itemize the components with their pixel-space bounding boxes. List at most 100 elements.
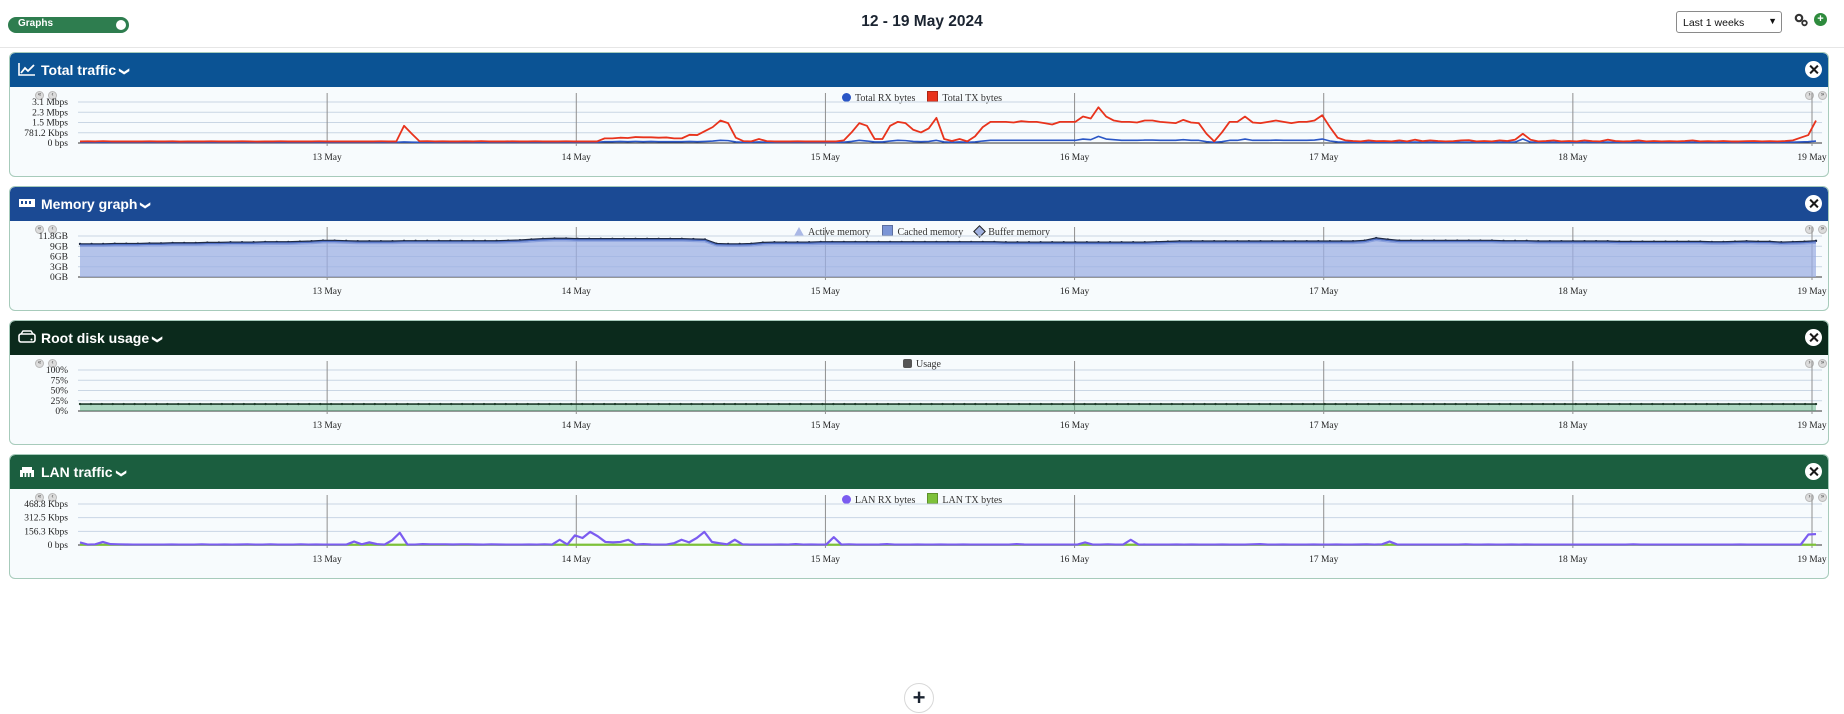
close-icon[interactable] — [1805, 463, 1822, 480]
add-panel-button[interactable]: + — [904, 683, 934, 713]
data-point — [439, 402, 442, 406]
x-tick-label: 18 May — [1558, 555, 1588, 565]
legend-item[interactable]: Buffer memory — [971, 225, 1050, 238]
data-point — [482, 402, 486, 406]
data-point — [570, 402, 573, 406]
data-point — [1279, 402, 1283, 406]
x-tick-label: 18 May — [1558, 153, 1588, 163]
panel-body: «‹ ›» Total RX bytes Total TX bytes 0 bps 781… — [10, 87, 1828, 176]
y-tick-label: 50% — [51, 387, 69, 397]
data-point — [373, 402, 376, 406]
legend-swatch — [903, 359, 912, 368]
first-page-icon[interactable]: « — [35, 359, 44, 368]
data-point — [1465, 402, 1468, 406]
panel-header: LAN traffic ❯ — [10, 455, 1828, 489]
next-page-icon[interactable]: › — [1805, 359, 1814, 368]
first-page-icon[interactable]: « — [35, 225, 44, 234]
last-page-icon[interactable]: » — [1818, 359, 1827, 368]
memory-icon — [19, 199, 35, 207]
series-area — [80, 404, 1816, 411]
data-point — [1585, 402, 1588, 406]
x-tick-label: 17 May — [1309, 287, 1339, 297]
data-point — [635, 402, 639, 406]
next-page-icon[interactable]: › — [1805, 91, 1814, 100]
first-page-icon[interactable]: « — [35, 91, 44, 100]
data-point — [1072, 402, 1075, 406]
data-point — [679, 402, 682, 406]
prev-page-icon[interactable]: ‹ — [48, 359, 57, 368]
last-page-icon[interactable]: » — [1818, 91, 1827, 100]
data-point — [1268, 402, 1272, 406]
close-icon[interactable] — [1805, 61, 1822, 78]
panel-title[interactable]: Memory graph ❯ — [41, 196, 151, 212]
data-point — [1640, 402, 1643, 406]
settings-gears-icon[interactable] — [1793, 12, 1809, 28]
graphs-toggle[interactable]: Graphs — [8, 17, 129, 33]
data-point — [1006, 402, 1010, 406]
data-point — [864, 402, 868, 406]
add-graph-icon[interactable]: + — [1814, 13, 1827, 26]
panel-title-text: Total traffic — [41, 62, 117, 78]
panel-header: Memory graph ❯ — [10, 187, 1828, 221]
next-page-icon[interactable]: › — [1805, 493, 1814, 502]
data-point — [177, 402, 180, 406]
data-point — [351, 402, 355, 406]
data-point — [1367, 402, 1370, 406]
data-point — [209, 402, 213, 406]
data-point — [504, 402, 508, 406]
data-point — [1454, 402, 1457, 406]
first-page-icon[interactable]: « — [35, 493, 44, 502]
data-point — [253, 402, 256, 406]
prev-page-icon[interactable]: ‹ — [48, 225, 57, 234]
x-tick-label: 15 May — [811, 555, 841, 565]
hdd-icon — [18, 330, 36, 343]
y-tick-label: 1.5 Mbps — [32, 119, 68, 129]
panel-body: « ‹ › » LAN RX bytes LAN TX bytes 0 bps 156.3 K… — [10, 489, 1828, 578]
legend-label: Total RX bytes — [854, 93, 916, 104]
date-range-title: 12 - 19 May 2024 — [861, 13, 983, 30]
panel-title[interactable]: LAN traffic ❯ — [41, 464, 126, 480]
y-tick-label: 9GB — [50, 242, 68, 252]
prev-page-icon[interactable]: ‹ — [48, 493, 57, 502]
y-tick-label: 781.2 Kbps — [24, 129, 68, 139]
data-point — [1290, 402, 1294, 406]
legend-item[interactable]: Active memory — [790, 227, 870, 238]
data-point — [1738, 402, 1741, 406]
legend-label: Cached memory — [897, 227, 964, 238]
data-point — [220, 402, 224, 406]
legend-item[interactable]: Total RX bytes — [838, 93, 915, 104]
last-page-icon[interactable]: » — [1818, 225, 1827, 234]
y-tick-label: 100% — [46, 366, 68, 376]
legend-item[interactable]: LAN RX bytes — [838, 495, 915, 506]
data-point — [1399, 402, 1403, 406]
x-tick-label: 14 May — [562, 555, 592, 565]
close-icon[interactable] — [1805, 329, 1822, 346]
panel-title[interactable]: Total traffic ❯ — [41, 62, 130, 78]
data-point — [1563, 402, 1567, 406]
data-point — [1356, 402, 1359, 406]
panel-title[interactable]: Root disk usage ❯ — [41, 330, 163, 346]
last-page-icon[interactable]: » — [1818, 493, 1827, 502]
legend-label: Active memory — [807, 227, 871, 238]
legend-item[interactable]: Usage — [899, 359, 941, 370]
data-point — [1760, 402, 1763, 406]
data-point — [788, 402, 791, 406]
data-point — [1192, 402, 1195, 406]
y-tick-label: 468.8 Kbps — [24, 500, 68, 510]
x-tick-label: 15 May — [811, 421, 841, 431]
data-point — [1541, 402, 1545, 406]
ethernet-icon — [20, 467, 34, 477]
data-point — [89, 402, 93, 406]
x-tick-label: 14 May — [562, 153, 592, 163]
close-icon[interactable] — [1805, 195, 1822, 212]
data-point — [1050, 402, 1053, 406]
data-point — [166, 402, 169, 406]
next-page-icon[interactable]: › — [1805, 225, 1814, 234]
panel-lan: LAN traffic ❯ « ‹ › » LAN RX bytes LAN TX bytes… — [9, 454, 1829, 579]
y-tick-label: 0% — [55, 407, 68, 417]
period-select-value: Last 1 weeks — [1683, 17, 1745, 29]
period-select[interactable]: Last 1 weeks ▼ — [1676, 11, 1782, 33]
data-point — [1083, 402, 1086, 406]
prev-page-icon[interactable]: ‹ — [48, 91, 57, 100]
